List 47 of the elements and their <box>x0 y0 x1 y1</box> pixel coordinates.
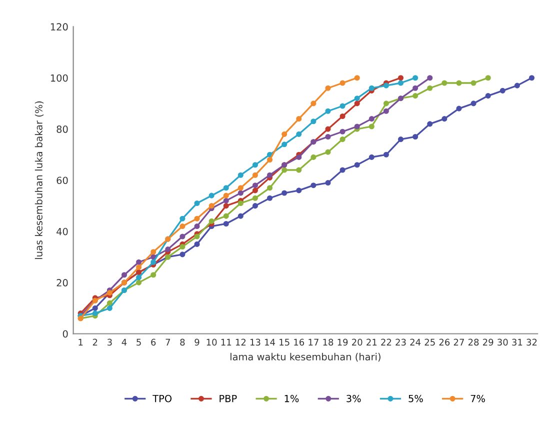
x-tick-label: 29 <box>483 338 494 346</box>
x-tick-label: 17 <box>308 338 318 346</box>
x-tick-label: 22 <box>381 338 392 346</box>
y-tick-label: 100 <box>50 74 68 82</box>
x-tick-label: 27 <box>454 338 464 346</box>
x-tick-label: 24 <box>410 338 421 346</box>
x-tick-label: 4 <box>122 338 127 346</box>
y-tick-label: 60 <box>56 176 68 184</box>
x-tick-label: 19 <box>338 338 348 346</box>
x-tick-label: 2 <box>92 338 98 346</box>
legend-label: TPO <box>152 394 172 402</box>
y-tick-label: 120 <box>50 23 68 31</box>
x-tick-label: 26 <box>439 338 450 346</box>
legend-label: 3% <box>346 394 361 402</box>
x-tick-label: 9 <box>194 338 200 346</box>
x-tick-label: 32 <box>526 338 537 346</box>
legend-label: PBP <box>220 395 237 402</box>
legend-label: 1% <box>284 394 299 402</box>
x-tick-label: 11 <box>221 338 232 346</box>
x-tick-label: 6 <box>151 338 156 346</box>
x-tick-label: 10 <box>206 338 217 346</box>
legend-label: 7% <box>470 394 485 402</box>
x-axis-title: lama waktu kesembuhan (hari) <box>230 352 380 362</box>
x-tick-label: 13 <box>250 338 260 346</box>
x-tick-label: 18 <box>323 338 334 346</box>
x-tick-label: 7 <box>166 338 170 346</box>
legend-label: 5% <box>408 394 423 402</box>
x-tick-label: 3 <box>108 338 112 346</box>
x-tick-label: 25 <box>424 338 435 346</box>
y-tick-label: 40 <box>56 228 68 236</box>
x-tick-label: 1 <box>78 338 83 346</box>
y-tick-label: 80 <box>56 126 68 133</box>
x-tick-label: 28 <box>468 338 479 346</box>
x-tick-label: 31 <box>512 338 522 346</box>
y-tick-label: 20 <box>56 279 68 286</box>
x-tick-label: 14 <box>265 338 276 346</box>
x-tick-label: 20 <box>352 338 362 346</box>
x-tick-label: 8 <box>180 338 185 346</box>
y-axis-title: luas kesembuhan luka bakar (%) <box>34 101 44 259</box>
x-tick-label: 23 <box>396 338 406 346</box>
y-tick-label: 0 <box>62 330 68 338</box>
x-tick-label: 15 <box>280 338 290 346</box>
x-tick-label: 12 <box>236 338 246 346</box>
x-tick-label: 30 <box>498 338 508 346</box>
x-tick-label: 16 <box>294 338 304 346</box>
x-tick-label: 5 <box>136 338 141 346</box>
x-tick-label: 21 <box>366 338 377 346</box>
